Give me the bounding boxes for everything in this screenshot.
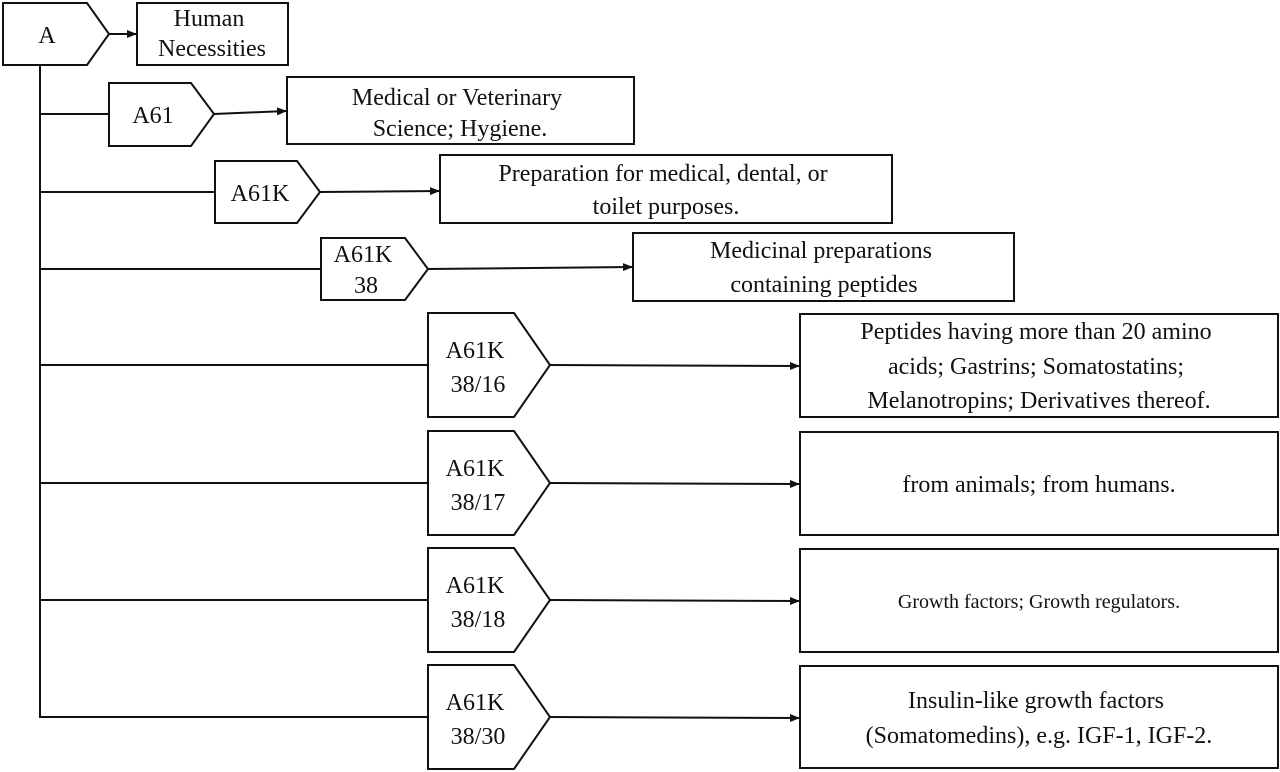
- description-line: Melanotropins; Derivatives thereof.: [867, 388, 1210, 414]
- code-label: A61K 38/16: [446, 338, 511, 398]
- arrow-line: [549, 479, 800, 488]
- root-node: A Human Necessities: [2, 2, 289, 66]
- code-label: A61K 38: [334, 242, 399, 299]
- root-description-label: Human Necessities: [158, 6, 266, 62]
- description-label: Preparation for medical, dental, or toil…: [498, 161, 833, 220]
- root-description-line: Human: [174, 6, 245, 32]
- code-shape: [427, 430, 552, 536]
- code-line: A61K: [446, 456, 505, 482]
- node-a61k-38-18: A61K 38/18 Growth factors; Growth regula…: [40, 547, 1279, 653]
- description-box: [286, 76, 635, 145]
- description-box: [799, 431, 1279, 536]
- arrow-line: [427, 263, 633, 272]
- code-shape: [214, 160, 322, 224]
- arrow-line: [549, 361, 800, 370]
- code-line: 38: [354, 273, 378, 299]
- code-line: A61K: [334, 242, 393, 268]
- description-label: from animals; from humans.: [902, 472, 1175, 498]
- node-a61k-38-30: A61K 38/30 Insulin-like growth factors (…: [40, 664, 1279, 770]
- code-line: A61K: [446, 338, 505, 364]
- description-line: from animals; from humans.: [902, 472, 1175, 498]
- code-shape: [427, 664, 552, 770]
- root-code-label: A: [38, 23, 56, 49]
- code-label: A61: [132, 103, 173, 129]
- description-line: Preparation for medical, dental, or: [498, 161, 827, 187]
- code-line: A61K: [446, 573, 505, 599]
- description-box: [799, 548, 1279, 653]
- code-line: 38/18: [451, 607, 506, 633]
- code-label: A61K 38/30: [446, 690, 511, 750]
- description-line: toilet purposes.: [593, 194, 740, 220]
- arrow-line: [319, 187, 440, 196]
- description-box: [632, 232, 1015, 302]
- description-line: Peptides having more than 20 amino: [860, 319, 1211, 345]
- node-a61k-38-17: A61K 38/17 from animals; from humans.: [40, 430, 1279, 536]
- arrow-line: [549, 596, 800, 605]
- code-line: A61K: [231, 181, 290, 207]
- node-a61k-38-16: A61K 38/16 Peptides having more than 20 …: [40, 312, 1279, 418]
- description-label: Insulin-like growth factors (Somatomedin…: [866, 688, 1213, 749]
- description-line: Growth factors; Growth regulators.: [898, 591, 1180, 613]
- description-line: acids; Gastrins; Somatostatins;: [888, 354, 1184, 380]
- code-shape: [108, 82, 216, 147]
- node-a61: A61 Medical or Veterinary Science; Hygie…: [40, 76, 635, 147]
- code-shape: [427, 547, 552, 653]
- description-line: containing peptides: [730, 272, 917, 298]
- root-code-shape: [2, 2, 111, 66]
- arrow-line: [213, 107, 287, 116]
- description-line: Medical or Veterinary: [352, 85, 562, 111]
- code-line: 38/17: [451, 490, 506, 516]
- description-box: [439, 154, 893, 224]
- root-description-box: [136, 2, 289, 66]
- code-shape: [427, 312, 552, 418]
- description-line: Insulin-like growth factors: [908, 688, 1164, 714]
- code-line: 38/30: [451, 724, 506, 750]
- code-line: 38/16: [451, 372, 506, 398]
- node-a61k-38: A61K 38 Medicinal preparations containin…: [40, 232, 1015, 302]
- description-line: Medicinal preparations: [710, 238, 932, 264]
- code-line: A61: [132, 103, 173, 129]
- description-box: [799, 313, 1279, 418]
- root-description-line: Necessities: [158, 36, 266, 62]
- description-box: [799, 665, 1279, 769]
- description-label: Medicinal preparations containing peptid…: [710, 238, 938, 298]
- description-line: Science; Hygiene.: [373, 116, 548, 142]
- arrow-line: [549, 713, 800, 722]
- description-label: Growth factors; Growth regulators.: [898, 591, 1180, 613]
- description-line: (Somatomedins), e.g. IGF-1, IGF-2.: [866, 723, 1213, 749]
- code-label: A61K 38/17: [446, 456, 511, 516]
- code-label: A61K 38/18: [446, 573, 511, 633]
- code-label: A61K: [231, 181, 290, 207]
- node-a61k: A61K Preparation for medical, dental, or…: [40, 154, 893, 224]
- root-code-line: A: [38, 23, 56, 49]
- description-label: Medical or Veterinary Science; Hygiene.: [352, 85, 568, 142]
- code-line: A61K: [446, 690, 505, 716]
- code-shape: [320, 237, 430, 301]
- description-label: Peptides having more than 20 amino acids…: [860, 319, 1217, 414]
